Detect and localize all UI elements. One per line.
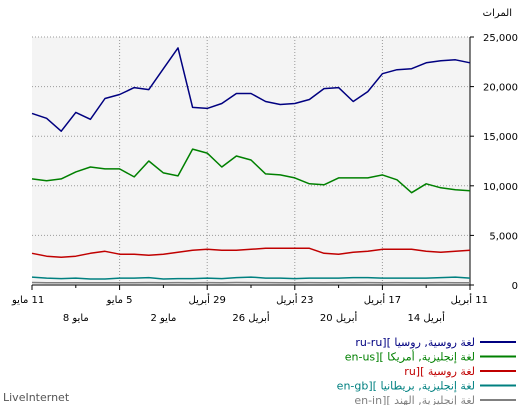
- x-tick-label-bottom: 20 أبريل: [320, 311, 358, 324]
- legend-label: ru-ru][ لغة روسية, روسيا: [355, 336, 475, 349]
- x-tick-label-bottom: 14 أبريل: [408, 311, 446, 324]
- brand-label: LiveInternet: [3, 391, 70, 404]
- x-tick-label-bottom: 26 أبريل: [232, 311, 270, 324]
- legend-item: en-gb][ لغة إنجليزية, بريطانيا: [337, 380, 516, 393]
- y-tick-label: 15,000: [483, 132, 518, 143]
- x-tick-label-top: 5 مايو: [106, 295, 133, 306]
- y-tick-label: 0: [512, 281, 518, 292]
- x-tick-label-top: 29 أبريل: [189, 293, 226, 306]
- series-line: [31, 247, 471, 258]
- legend-item: en-us][ لغة إنجليزية, أمريكا: [345, 350, 516, 364]
- legend-label: en-in][ لغة إنجليزية, الهند: [354, 394, 475, 405]
- x-tick-label-top: 17 أبريل: [364, 293, 401, 306]
- series-line: [31, 47, 471, 132]
- legend-label: en-us][ لغة إنجليزية, أمريكا: [345, 350, 475, 364]
- legend-label: ru][ لغة روسية: [404, 365, 475, 378]
- x-tick-label-bottom: 8 مايو: [63, 313, 89, 324]
- legend-item: ru-ru][ لغة روسية, روسيا: [355, 336, 516, 349]
- series-line: [31, 148, 471, 194]
- x-tick-label-top: 11 أبريل: [451, 293, 488, 306]
- y-tick-label: 5,000: [489, 231, 518, 242]
- legend-item: ru][ لغة روسية: [404, 365, 516, 378]
- series-line: [31, 276, 471, 280]
- y-tick-label: 10,000: [483, 182, 518, 193]
- y-tick-label: 25,000: [483, 33, 518, 44]
- x-tick-label-top: 11 مايو: [11, 295, 44, 306]
- y-tick-label: 20,000: [483, 83, 518, 94]
- legend-item: en-in][ لغة إنجليزية, الهند: [354, 394, 516, 405]
- x-tick-label-bottom: 2 مايو: [150, 313, 176, 324]
- legend-label: en-gb][ لغة إنجليزية, بريطانيا: [337, 380, 475, 393]
- x-tick-label-top: 23 أبريل: [276, 293, 313, 306]
- y-unit-label: المرات: [483, 8, 512, 19]
